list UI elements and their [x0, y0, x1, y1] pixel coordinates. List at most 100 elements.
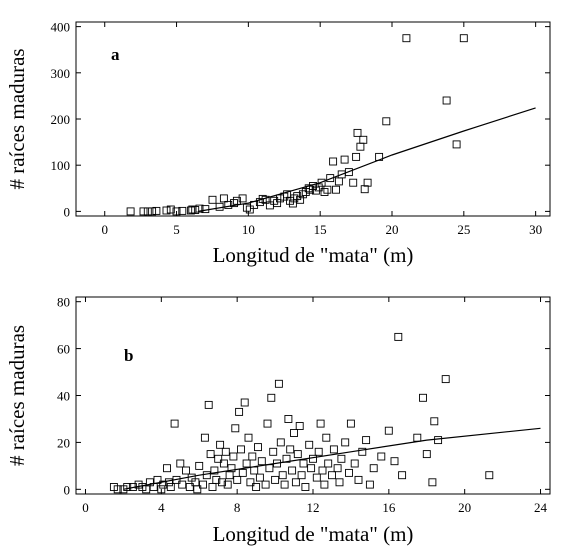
data-point — [254, 443, 262, 452]
data-point — [157, 485, 166, 494]
data-point — [237, 445, 245, 454]
data-point — [317, 178, 326, 187]
x-tick-label: 0 — [101, 222, 108, 237]
y-tick-label: 0 — [64, 482, 71, 497]
data-point — [349, 178, 358, 187]
data-point — [201, 205, 210, 214]
data-point — [328, 471, 336, 480]
data-point — [208, 483, 217, 491]
data-point — [252, 483, 261, 491]
data-point — [332, 185, 340, 194]
data-point — [276, 438, 285, 447]
trend-line — [123, 427, 541, 490]
data-point — [113, 485, 122, 494]
data-point — [312, 473, 321, 482]
data-point — [139, 207, 148, 216]
y-tick-label: 200 — [51, 112, 71, 127]
data-point — [182, 466, 190, 475]
data-point — [244, 433, 253, 442]
y-axis-label: # raíces maduras — [5, 48, 29, 189]
data-point — [195, 204, 204, 213]
data-point — [377, 452, 386, 461]
data-point — [238, 468, 247, 477]
data-point — [186, 206, 195, 215]
data-point — [375, 152, 384, 161]
y-tick-label: 60 — [57, 342, 70, 357]
data-point — [413, 433, 422, 442]
data-point — [219, 459, 228, 468]
data-point — [340, 155, 349, 164]
x-tick-label: 16 — [382, 500, 396, 515]
data-point — [233, 475, 242, 484]
data-point — [307, 464, 316, 473]
y-tick-label: 100 — [51, 158, 71, 173]
data-point — [360, 185, 369, 194]
data-point — [282, 454, 291, 463]
data-point — [227, 464, 236, 473]
x-axis-label: Longitud de "mata" (m) — [213, 243, 414, 267]
data-point — [419, 393, 427, 402]
data-point — [441, 375, 450, 384]
data-point — [216, 440, 225, 449]
data-point — [452, 140, 461, 149]
data-point — [337, 454, 346, 463]
data-point — [293, 450, 302, 459]
data-point — [334, 177, 343, 186]
data-point — [162, 206, 171, 215]
data-point — [402, 34, 411, 43]
data-point — [199, 480, 207, 489]
data-point — [193, 485, 202, 494]
y-axis-label: # raíces maduras — [5, 325, 29, 466]
data-point — [428, 478, 437, 487]
data-point — [314, 183, 323, 192]
data-point — [320, 188, 329, 196]
data-point — [178, 206, 187, 215]
data-point — [322, 433, 331, 442]
y-tick-label: 20 — [57, 435, 70, 450]
data-point — [159, 480, 168, 489]
x-tick-label: 24 — [534, 500, 548, 515]
data-point — [335, 478, 344, 487]
data-point — [284, 415, 293, 423]
data-point — [246, 478, 255, 487]
data-point — [218, 478, 226, 487]
data-point — [442, 96, 451, 105]
data-point — [126, 207, 135, 216]
data-point — [283, 190, 292, 199]
x-tick-label: 8 — [234, 500, 241, 515]
data-point — [210, 466, 219, 475]
data-point — [166, 205, 175, 214]
data-point — [290, 429, 298, 437]
data-point — [223, 480, 232, 489]
data-point — [242, 459, 251, 468]
data-point — [172, 207, 181, 216]
data-point — [143, 207, 152, 216]
data-point — [382, 117, 391, 126]
data-point — [362, 436, 371, 445]
data-point — [148, 207, 157, 216]
x-tick-label: 5 — [173, 222, 180, 237]
x-tick-label: 15 — [314, 222, 327, 237]
data-point — [250, 466, 259, 475]
data-point — [286, 196, 294, 205]
x-tick-label: 12 — [307, 500, 320, 515]
data-point — [176, 459, 185, 468]
trend-line — [198, 107, 536, 212]
data-point — [204, 400, 213, 409]
data-point — [363, 178, 372, 187]
data-point — [314, 447, 323, 456]
data-point — [242, 203, 251, 212]
data-point — [329, 157, 338, 166]
data-point — [297, 471, 306, 480]
y-tick-label: 80 — [57, 295, 70, 310]
data-point — [238, 194, 247, 203]
data-point — [231, 424, 240, 433]
data-point — [206, 450, 215, 459]
data-point — [356, 142, 365, 151]
data-point — [280, 480, 289, 489]
data-point — [309, 182, 317, 190]
data-point — [298, 190, 307, 199]
x-tick-label: 30 — [529, 222, 542, 237]
data-point — [354, 475, 363, 484]
